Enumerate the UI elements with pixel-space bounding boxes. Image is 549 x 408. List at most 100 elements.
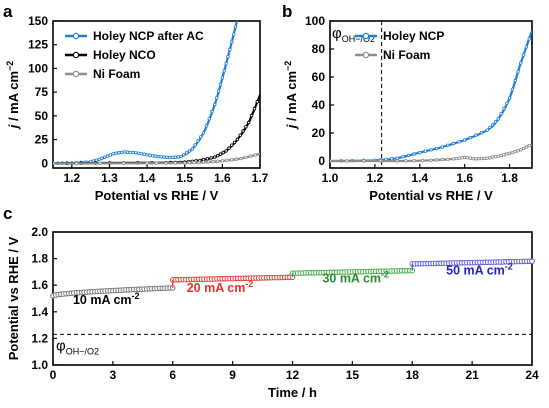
a-series-point xyxy=(210,109,214,114)
a-series-point xyxy=(97,157,101,161)
c-segment-0: 10 mA cm-2 xyxy=(50,285,176,307)
a-series-point xyxy=(176,155,180,159)
b-xtick-label: 1.4 xyxy=(411,171,428,185)
b-series-point xyxy=(513,149,517,154)
b-series-point xyxy=(479,130,484,135)
b-series-point xyxy=(510,150,515,155)
b-series-point xyxy=(496,117,500,121)
b-series-point xyxy=(499,153,503,158)
a-series-point xyxy=(235,137,240,142)
a-series-point xyxy=(215,153,220,158)
a-series-point xyxy=(211,159,215,164)
a-series-1 xyxy=(53,94,260,165)
a-series-point xyxy=(238,133,242,137)
a-series-point xyxy=(255,100,259,104)
a-series-line xyxy=(53,94,260,165)
panel-a-chart: 1.2 1.3 1.4 1.5 1.6 1.7 0 25 50 75 100 125 150 Potent… xyxy=(5,14,269,203)
b-legend: Holey NCP Ni Foam xyxy=(355,29,444,62)
a-ytick-label: 75 xyxy=(35,85,49,99)
c-xtick-label: 15 xyxy=(346,368,360,382)
a-series-point xyxy=(226,54,230,59)
b-legend-marker xyxy=(362,32,370,40)
b-series-point xyxy=(516,70,520,74)
b-ytick-label: 0 xyxy=(318,154,325,168)
b-series-point xyxy=(502,106,506,111)
a-series-point xyxy=(145,161,149,165)
b-series-point xyxy=(482,156,486,161)
a-series-point xyxy=(103,155,107,159)
b-plot-frame xyxy=(329,20,533,169)
b-series-point xyxy=(390,156,394,161)
a-legend-label: Ni Foam xyxy=(93,67,140,81)
b-series-point xyxy=(440,145,444,149)
b-series-point xyxy=(457,156,461,160)
a-series-point xyxy=(225,158,229,162)
b-series-point xyxy=(468,135,472,140)
a-series-point xyxy=(220,159,225,163)
a-series-point xyxy=(249,113,254,118)
panel-c-letter: c xyxy=(3,204,12,223)
c-current-label: 20 mA cm-2 xyxy=(187,279,254,295)
b-series-point xyxy=(493,154,498,159)
a-plot-frame xyxy=(52,20,261,169)
a-series-point xyxy=(227,146,231,150)
b-series-point xyxy=(451,157,456,161)
c-segment-2: 30 mA cm-2 xyxy=(289,267,416,286)
a-series-point xyxy=(239,156,243,161)
a-series-point xyxy=(148,153,152,157)
b-series-point xyxy=(519,61,523,65)
a-series-point xyxy=(206,160,210,164)
a-series-point xyxy=(108,153,113,157)
a-series-point xyxy=(139,152,144,156)
b-series-point xyxy=(468,156,472,160)
b-series-point xyxy=(471,156,475,161)
a-series-point xyxy=(230,40,234,44)
c-xtick-label: 0 xyxy=(50,368,57,382)
b-x-axis-title: Potential vs RHE / V xyxy=(369,188,493,203)
b-series-point xyxy=(429,148,433,152)
c-current-label: 50 mA cm-2 xyxy=(446,262,513,278)
c-ytick-label: 1.2 xyxy=(31,331,48,345)
c-x-axis-title: Time / h xyxy=(268,385,317,400)
b-series-point xyxy=(460,156,464,160)
b-series-point xyxy=(493,120,498,124)
c-segment-1: 20 mA cm-2 xyxy=(170,274,296,295)
b-xtick-label: 1.8 xyxy=(501,171,518,185)
b-series-point xyxy=(404,159,408,163)
a-series-point xyxy=(201,157,206,162)
b-legend-label: Holey NCP xyxy=(383,29,444,43)
b-series-point xyxy=(420,158,425,163)
a-series-point xyxy=(213,155,217,159)
b-series-point xyxy=(429,158,433,162)
a-series-point xyxy=(241,129,245,133)
b-series-point xyxy=(524,145,529,149)
a-legend-marker xyxy=(72,70,80,78)
c-ytick-label: 1.0 xyxy=(31,358,48,372)
b-series-point xyxy=(507,151,512,155)
a-series-point xyxy=(111,152,115,156)
b-ytick-label: 20 xyxy=(312,126,326,140)
a-ytick-label: 150 xyxy=(28,14,48,28)
c-xtick-label: 18 xyxy=(406,368,420,382)
b-xtick-label: 1.0 xyxy=(322,171,339,185)
a-xtick-label: 1.6 xyxy=(214,171,231,185)
a-series-point xyxy=(204,124,209,128)
a-legend: Holey NCP after AC Holey NCO Ni Foam xyxy=(65,29,204,81)
b-series-point xyxy=(479,156,484,161)
a-ytick-label: 100 xyxy=(28,61,48,75)
b-series-point xyxy=(412,158,416,163)
a-series-point xyxy=(244,124,248,129)
b-series-point xyxy=(378,159,383,163)
a-series-point xyxy=(230,143,234,147)
b-y-axis-title: j / mA cm−2 xyxy=(283,61,299,131)
a-ytick-label: 25 xyxy=(35,133,49,147)
c-xtick-label: 12 xyxy=(286,368,300,382)
b-xtick-label: 1.2 xyxy=(367,171,384,185)
a-series-point xyxy=(53,161,55,165)
a-ytick-label: 0 xyxy=(41,156,48,170)
a-series-point xyxy=(201,160,206,164)
a-series-point xyxy=(162,155,166,159)
b-series-point xyxy=(330,159,332,163)
b-series-1 xyxy=(330,143,532,163)
a-legend-label: Holey NCO xyxy=(93,48,156,62)
